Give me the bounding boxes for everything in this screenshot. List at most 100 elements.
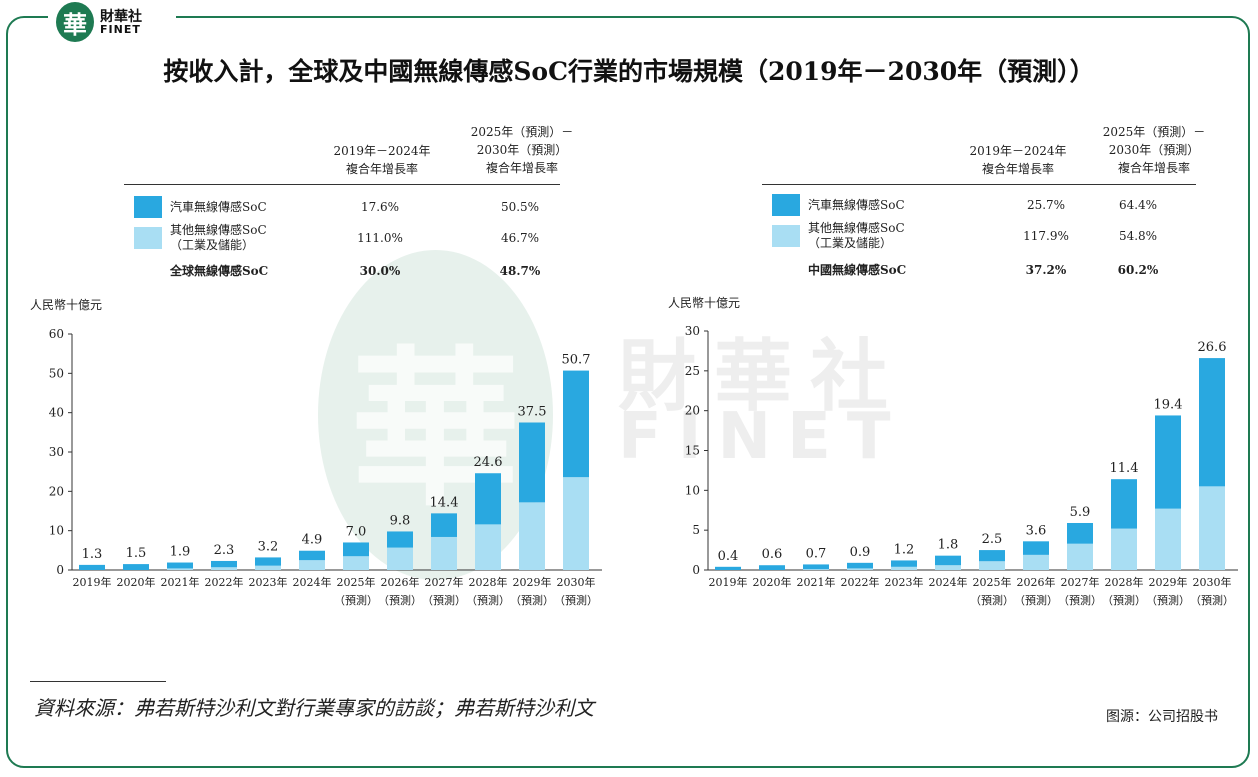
bar-total-label: 26.6 <box>1198 340 1227 355</box>
table-cell: 17.6% <box>360 200 400 214</box>
brand-logo: 華 財華社 FINET <box>48 0 176 44</box>
y-tick-label: 10 <box>685 483 700 497</box>
bar-segment-auto <box>847 562 873 569</box>
legend-swatch-other <box>772 225 800 247</box>
bar-total-label: 3.2 <box>258 539 279 554</box>
x-tick-sublabel: （預測） <box>1190 593 1234 607</box>
bar-total-label: 0.7 <box>806 546 827 561</box>
x-tick-label: 2022年 <box>841 575 880 589</box>
x-tick-sublabel: （預測） <box>1146 593 1190 607</box>
table-cell: 37.2% <box>1025 263 1067 277</box>
table-cell: 111.0% <box>357 231 403 245</box>
bar-segment-other <box>343 556 369 570</box>
table-cell: 60.2% <box>1117 263 1159 277</box>
bar-segment-auto <box>431 513 457 537</box>
bar-segment-auto <box>519 422 545 503</box>
y-tick-label: 30 <box>685 324 700 338</box>
x-tick-label: 2022年 <box>205 575 244 589</box>
x-tick-label: 2023年 <box>885 575 924 589</box>
bar-total-label: 1.3 <box>82 547 103 562</box>
bar-segment-other <box>1199 486 1225 570</box>
brand-badge: 華 <box>56 2 94 42</box>
bar-segment-other <box>299 560 325 570</box>
table-cell: 117.9% <box>1023 229 1069 243</box>
bar-segment-auto <box>935 555 961 566</box>
x-tick-label: 2027年 <box>1061 575 1100 589</box>
x-tick-sublabel: （預測） <box>554 593 598 607</box>
bar-segment-auto <box>1023 541 1049 555</box>
legend-label-other: 其他無線傳感SoC （工業及儲能） <box>170 223 267 252</box>
bar-segment-auto <box>79 564 105 570</box>
bar-segment-auto <box>343 542 369 557</box>
y-tick-label: 20 <box>685 404 700 418</box>
x-tick-label: 2026年 <box>1017 575 1056 589</box>
bar-segment-other <box>563 477 589 570</box>
bar-segment-auto <box>167 562 193 569</box>
table-total-label: 中國無線傳感SoC <box>808 263 907 277</box>
bar-total-label: 1.9 <box>170 545 191 560</box>
x-tick-sublabel: （預測） <box>1058 593 1102 607</box>
y-tick-label: 0 <box>692 563 700 577</box>
legend-label-other: 其他無線傳感SoC （工業及儲能） <box>808 221 905 250</box>
chart-frame <box>6 16 1250 768</box>
bar-segment-other <box>211 567 237 570</box>
bar-segment-other <box>431 536 457 570</box>
table-total-label: 全球無線傳感SoC <box>170 264 269 278</box>
y-tick-label: 5 <box>692 523 700 537</box>
y-tick-label: 15 <box>685 444 700 458</box>
x-tick-label: 2023年 <box>249 575 288 589</box>
bar-segment-auto <box>1199 358 1225 487</box>
bar-total-label: 2.3 <box>214 543 235 558</box>
bar-segment-other <box>847 568 873 570</box>
table-cell: 25.7% <box>1026 198 1066 212</box>
bar-segment-auto <box>299 550 325 561</box>
x-tick-label: 2030年 <box>557 575 596 589</box>
x-tick-label: 2028年 <box>1105 575 1144 589</box>
bar-segment-auto <box>1111 479 1137 529</box>
bar-total-label: 1.2 <box>894 542 915 557</box>
footnote-rule <box>30 681 166 682</box>
table-rule <box>762 184 1196 185</box>
table-cell: 46.7% <box>500 231 540 245</box>
bar-segment-auto <box>563 370 589 478</box>
table-cell: 30.0% <box>359 264 401 278</box>
bar-segment-auto <box>1067 522 1093 544</box>
bar-total-label: 4.9 <box>302 533 323 548</box>
bar-total-label: 19.4 <box>1154 397 1183 412</box>
y-tick-label: 10 <box>49 524 64 538</box>
y-tick-label: 25 <box>685 364 700 378</box>
bar-segment-auto <box>759 565 785 570</box>
bar-total-label: 0.4 <box>718 549 739 564</box>
y-tick-label: 30 <box>49 445 64 459</box>
x-tick-label: 2029年 <box>513 575 552 589</box>
x-tick-sublabel: （預測） <box>466 593 510 607</box>
bar-segment-auto <box>1155 415 1181 509</box>
x-tick-label: 2020年 <box>117 575 156 589</box>
legend-label-auto: 汽車無線傳感SoC <box>170 200 267 214</box>
bar-total-label: 0.9 <box>850 545 871 560</box>
table-rule <box>124 184 560 185</box>
x-tick-sublabel: （預測） <box>334 593 378 607</box>
x-tick-label: 2020年 <box>753 575 792 589</box>
cagr-header-2019-2024: 2019年－2024年 複合年增長率 <box>333 144 431 176</box>
x-tick-label: 2025年 <box>973 575 1012 589</box>
x-tick-label: 2025年 <box>337 575 376 589</box>
x-tick-sublabel: （預測） <box>378 593 422 607</box>
x-tick-label: 2029年 <box>1149 575 1188 589</box>
bar-segment-auto <box>123 564 149 570</box>
cagr-header-2019-2024: 2019年－2024年 複合年增長率 <box>969 144 1067 176</box>
table-cell: 64.4% <box>1118 198 1158 212</box>
y-tick-label: 60 <box>49 327 64 341</box>
x-tick-label: 2021年 <box>797 575 836 589</box>
image-credit: 图源：公司招股书 <box>1106 709 1218 725</box>
bar-segment-auto <box>715 566 741 570</box>
bar-segment-auto <box>891 560 917 567</box>
bar-total-label: 5.9 <box>1070 505 1091 520</box>
x-tick-label: 2019年 <box>709 575 748 589</box>
bar-segment-other <box>519 502 545 570</box>
bar-segment-other <box>803 569 829 570</box>
y-tick-label: 50 <box>49 366 64 380</box>
bar-total-label: 7.0 <box>346 524 367 539</box>
y-tick-label: 40 <box>49 406 64 420</box>
bar-chart-global: 0 10 20 30 40 50 60 1.3 2019年 1.5 2020年 1.9 2021年 2.3… <box>49 327 602 607</box>
